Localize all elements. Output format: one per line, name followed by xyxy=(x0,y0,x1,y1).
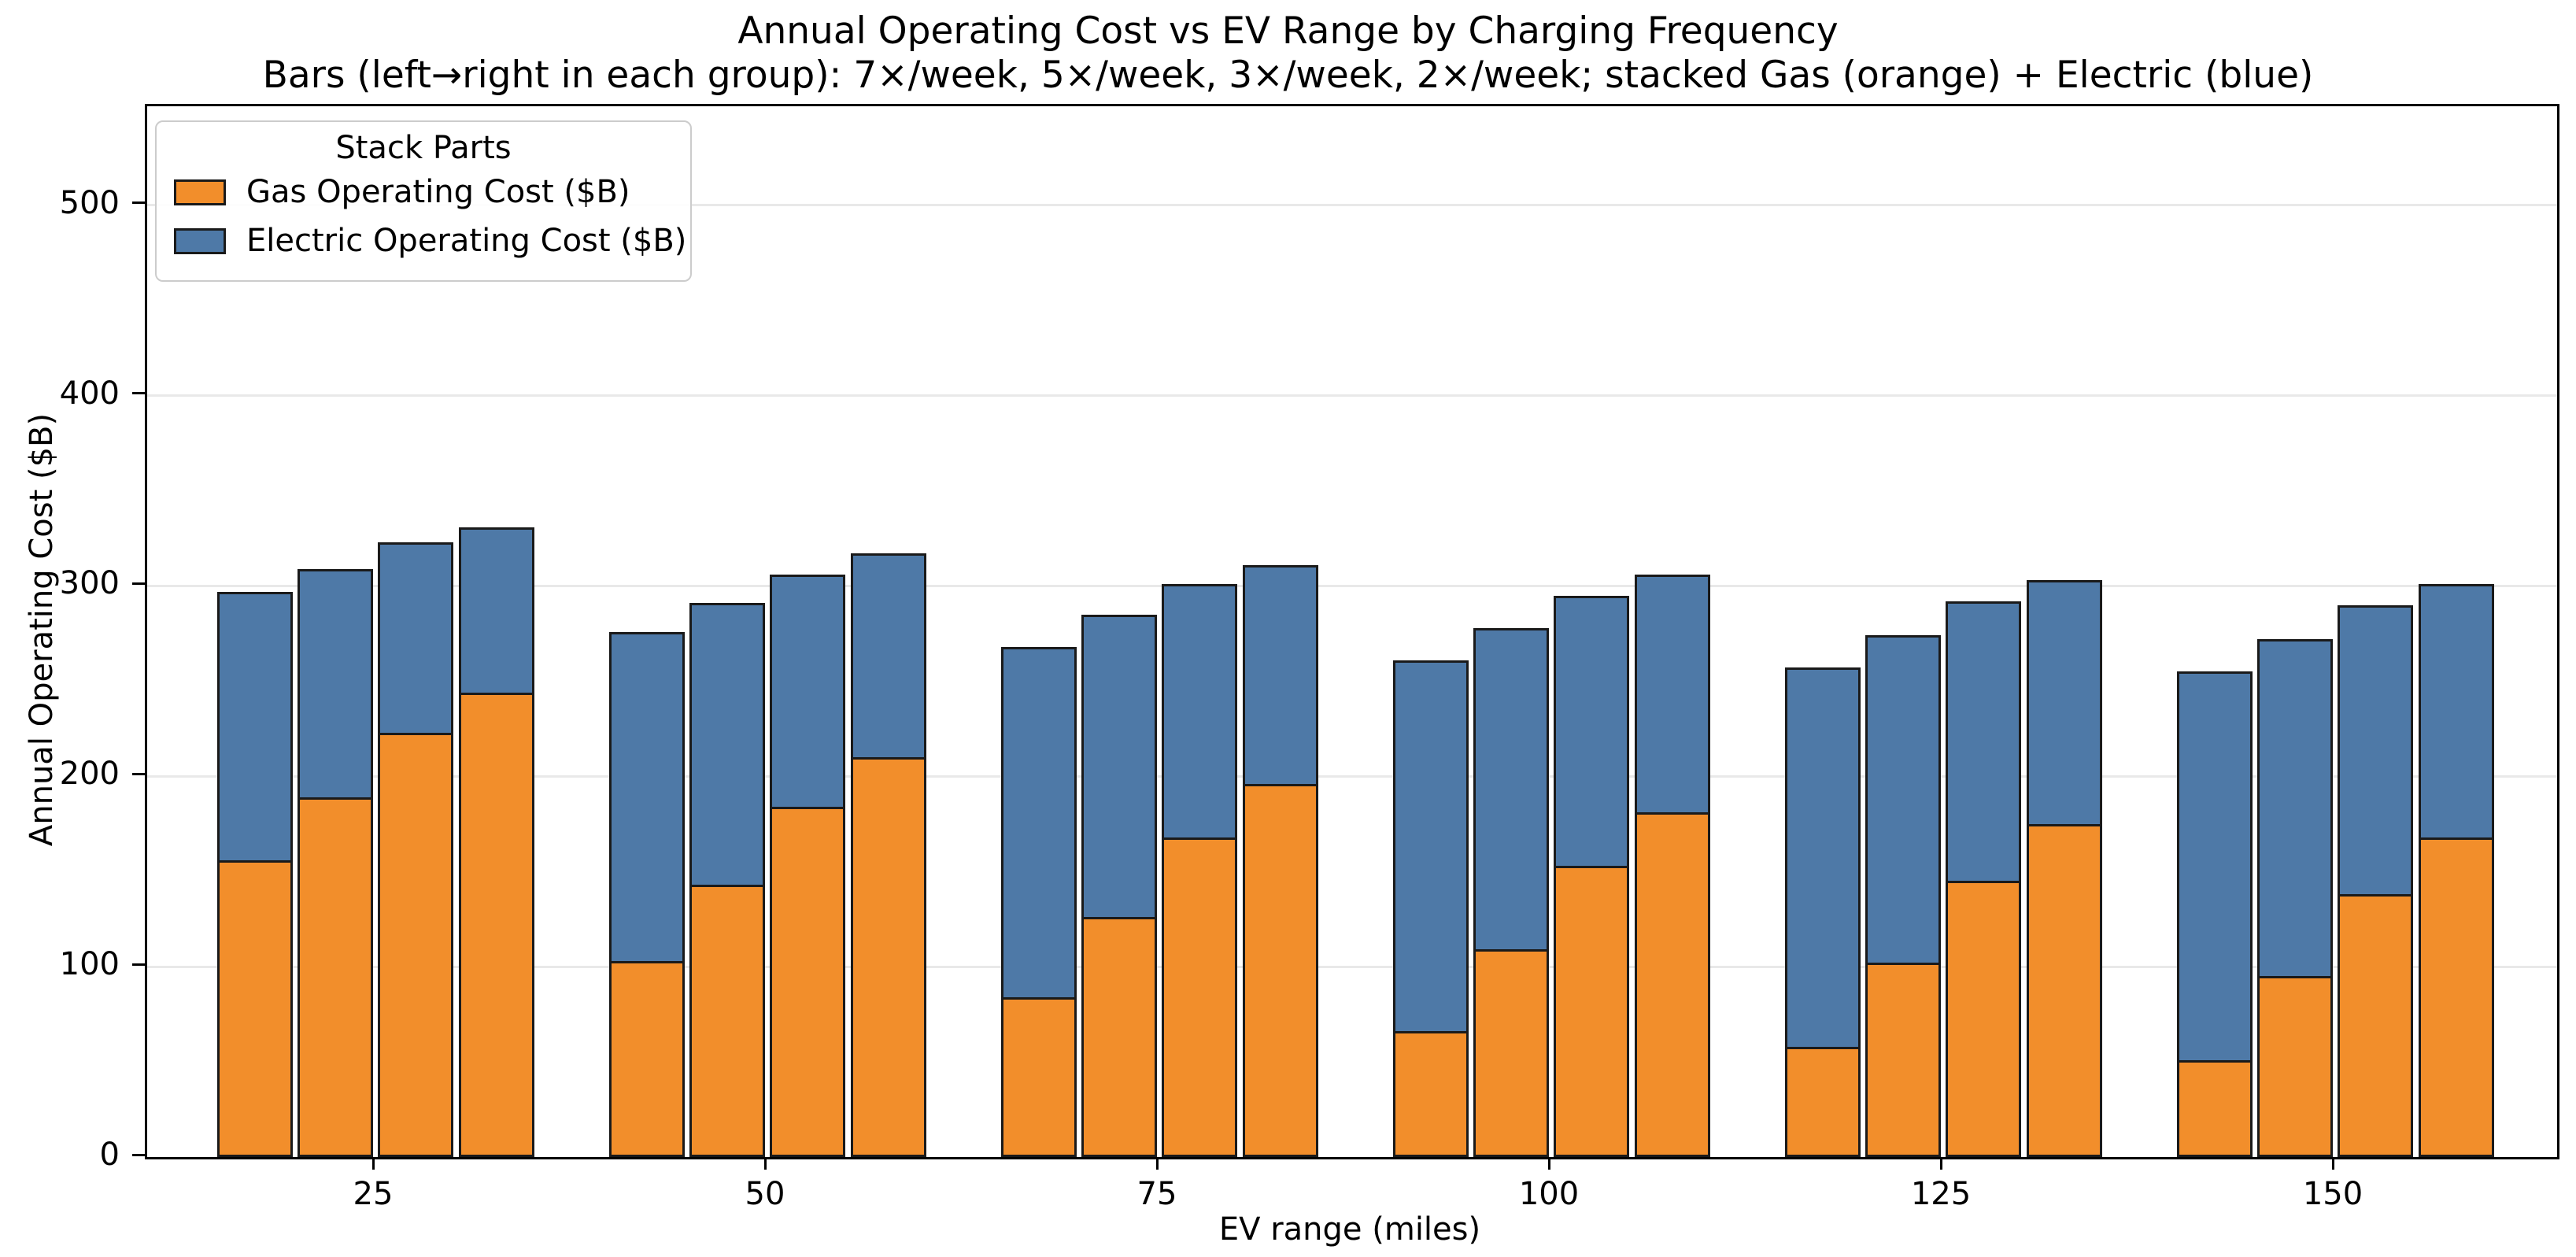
bar-electric-150-4 xyxy=(2418,584,2494,840)
gridline-y300 xyxy=(147,584,2557,587)
y-tick-label-500: 500 xyxy=(59,184,120,221)
gas-legend-swatch-icon xyxy=(174,179,226,205)
gridline-y100 xyxy=(147,965,2557,968)
bar-gas-125-1 xyxy=(1784,1046,1861,1157)
bar-electric-25-4 xyxy=(458,527,534,695)
x-tick-mark-25 xyxy=(371,1157,375,1170)
y-tick-label-400: 400 xyxy=(59,375,120,412)
bar-gas-75-1 xyxy=(1000,996,1077,1157)
bar-electric-75-4 xyxy=(1242,564,1318,786)
y-tick-mark-200 xyxy=(132,772,145,775)
bar-electric-125-3 xyxy=(1946,601,2022,884)
y-tick-mark-0 xyxy=(132,1153,145,1156)
bar-gas-75-3 xyxy=(1162,837,1238,1157)
x-tick-label-50: 50 xyxy=(745,1176,785,1212)
bar-electric-25-3 xyxy=(378,542,454,735)
legend-title: Stack Parts xyxy=(335,130,512,166)
bar-gas-125-2 xyxy=(1865,963,1941,1157)
bar-electric-125-2 xyxy=(1865,635,1941,966)
electric-legend-swatch-icon xyxy=(174,227,226,254)
x-tick-mark-100 xyxy=(1547,1157,1550,1170)
x-tick-mark-125 xyxy=(1939,1157,1942,1170)
bar-gas-100-4 xyxy=(1634,812,1710,1157)
y-tick-label-200: 200 xyxy=(59,756,120,793)
bar-electric-75-2 xyxy=(1081,614,1157,920)
gridline-y200 xyxy=(147,775,2557,778)
bar-electric-150-1 xyxy=(2176,671,2253,1063)
x-tick-label-150: 150 xyxy=(2302,1176,2363,1212)
bar-gas-100-1 xyxy=(1392,1031,1469,1157)
bar-electric-100-4 xyxy=(1634,574,1710,815)
bar-gas-150-4 xyxy=(2418,837,2494,1157)
bar-electric-50-2 xyxy=(689,603,765,888)
x-axis-label: EV range (miles) xyxy=(1218,1211,1481,1248)
bar-gas-150-2 xyxy=(2256,976,2333,1157)
bar-gas-50-4 xyxy=(850,757,926,1157)
x-tick-mark-150 xyxy=(2331,1157,2334,1170)
chart-subtitle: Bars (left→right in each group): 7×/week… xyxy=(262,54,2314,97)
bar-electric-125-4 xyxy=(2026,580,2102,826)
gridline-y400 xyxy=(147,394,2557,397)
legend-item-electric: Electric Operating Cost ($B) xyxy=(157,216,690,265)
bar-electric-50-3 xyxy=(770,574,846,809)
bar-gas-100-3 xyxy=(1554,865,1630,1157)
x-tick-label-75: 75 xyxy=(1136,1176,1177,1212)
legend-label-electric: Electric Operating Cost ($B) xyxy=(246,223,687,259)
bar-electric-100-2 xyxy=(1473,627,1549,952)
bar-electric-150-3 xyxy=(2338,604,2414,897)
legend-item-gas: Gas Operating Cost ($B) xyxy=(157,168,690,216)
bar-electric-75-3 xyxy=(1162,584,1238,840)
bar-electric-25-1 xyxy=(216,591,293,863)
bar-gas-75-2 xyxy=(1081,917,1157,1157)
y-tick-label-300: 300 xyxy=(59,565,120,602)
y-tick-mark-400 xyxy=(132,392,145,395)
legend-label-gas: Gas Operating Cost ($B) xyxy=(246,174,630,210)
bar-gas-150-3 xyxy=(2338,894,2414,1157)
bar-electric-100-3 xyxy=(1554,595,1630,868)
bar-electric-125-1 xyxy=(1784,667,1861,1049)
legend: Stack Parts Gas Operating Cost ($B) Elec… xyxy=(155,120,692,282)
x-tick-mark-50 xyxy=(763,1157,767,1170)
bar-gas-125-3 xyxy=(1946,881,2022,1157)
bar-gas-25-1 xyxy=(216,860,293,1157)
bar-gas-50-2 xyxy=(689,885,765,1157)
y-tick-label-0: 0 xyxy=(99,1137,120,1173)
x-tick-label-100: 100 xyxy=(1518,1176,1580,1212)
bar-gas-150-1 xyxy=(2176,1059,2253,1157)
bar-gas-125-4 xyxy=(2026,823,2102,1157)
y-tick-label-100: 100 xyxy=(59,946,120,983)
bar-electric-25-2 xyxy=(297,568,373,800)
y-tick-mark-300 xyxy=(132,582,145,585)
plot-area: Stack Parts Gas Operating Cost ($B) Elec… xyxy=(145,104,2559,1159)
bar-electric-50-4 xyxy=(850,553,926,760)
bar-gas-50-3 xyxy=(770,807,846,1157)
x-tick-label-125: 125 xyxy=(1910,1176,1972,1212)
gridline-y500 xyxy=(147,204,2557,207)
y-axis-label: Annual Operating Cost ($B) xyxy=(24,412,60,847)
bar-gas-25-2 xyxy=(297,797,373,1157)
x-tick-label-25: 25 xyxy=(353,1176,394,1212)
bar-gas-100-2 xyxy=(1473,949,1549,1157)
bar-electric-75-1 xyxy=(1000,646,1077,1000)
chart-title: Annual Operating Cost vs EV Range by Cha… xyxy=(737,9,1839,53)
bar-gas-75-4 xyxy=(1242,783,1318,1157)
bar-electric-100-1 xyxy=(1392,660,1469,1034)
bar-electric-150-2 xyxy=(2256,639,2333,979)
bar-gas-50-1 xyxy=(608,960,685,1157)
y-tick-mark-500 xyxy=(132,201,145,205)
bar-electric-50-1 xyxy=(608,631,685,963)
y-tick-mark-100 xyxy=(132,963,145,966)
x-tick-mark-75 xyxy=(1155,1157,1159,1170)
bar-gas-25-4 xyxy=(458,692,534,1157)
bar-gas-25-3 xyxy=(378,732,454,1157)
